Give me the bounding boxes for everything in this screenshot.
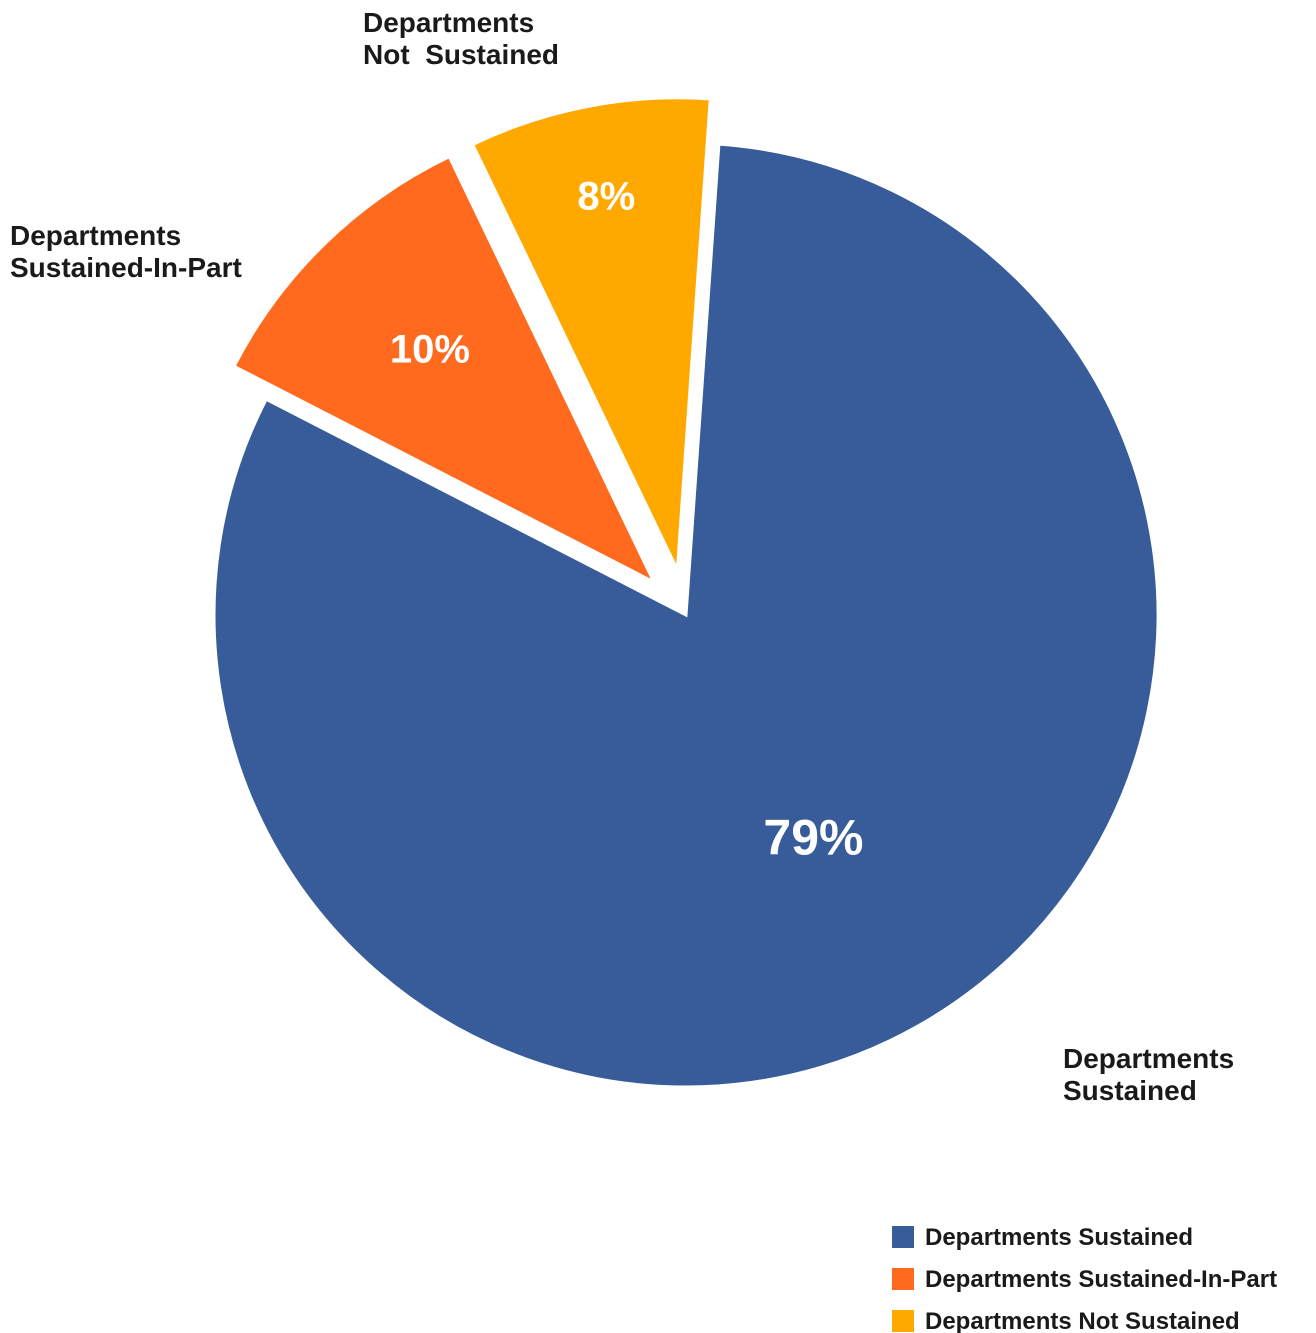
pie-slices — [212, 96, 1160, 1089]
percent-label-sustained-in-part: 10% — [390, 328, 470, 372]
percent-label-sustained: 79% — [763, 809, 863, 865]
legend-swatch-not-sustained — [892, 1310, 914, 1332]
callout-label-not-sustained: Departments Not Sustained — [363, 7, 559, 70]
callout-label-sustained-in-part: Departments Sustained-In-Part — [10, 220, 242, 283]
percent-labels: 79% 10% 8% — [390, 175, 864, 866]
legend-label-sustained: Departments Sustained — [925, 1224, 1193, 1251]
pie-slice-sustained — [212, 142, 1160, 1089]
legend-swatch-sustained-in-part — [892, 1268, 914, 1290]
pie-slice-not-sustained — [470, 96, 712, 576]
legend-swatch-sustained — [892, 1226, 914, 1248]
pie-slice-sustained-in-part — [232, 154, 658, 586]
percent-label-not-sustained: 8% — [577, 175, 635, 219]
callout-labels: Departments Sustained Departments Sustained… — [10, 7, 1234, 1106]
callout-label-sustained: Departments Sustained — [1063, 1043, 1234, 1106]
legend: Departments Sustained Departments Sustain… — [892, 1224, 1277, 1333]
legend-label-sustained-in-part: Departments Sustained-In-Part — [925, 1266, 1277, 1293]
legend-label-not-sustained: Departments Not Sustained — [925, 1308, 1240, 1333]
